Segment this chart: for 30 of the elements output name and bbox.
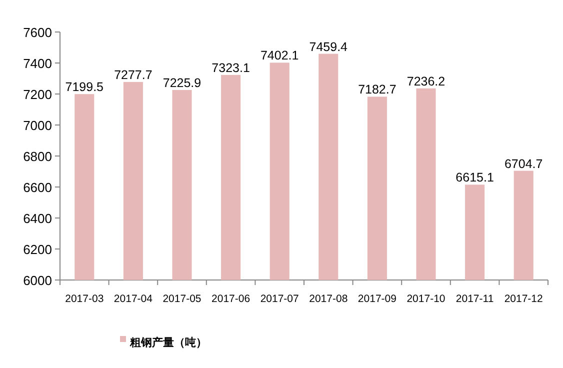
y-tick-label: 6400 [23,211,52,226]
y-tick-label: 7200 [23,87,52,102]
data-label: 6704.7 [504,156,543,171]
data-label: 7459.4 [309,40,348,54]
y-tick-label: 7000 [23,118,52,133]
x-tick-label: 2017-05 [162,293,202,305]
x-tick-label: 2017-06 [212,293,250,305]
data-label: 7199.5 [65,80,104,94]
data-label: 6615.1 [456,170,494,185]
x-tick-label: 2017-04 [114,293,153,305]
data-label: 7236.2 [406,74,446,88]
y-tick-label: 6200 [23,242,52,257]
data-label: 7402.1 [260,48,299,63]
x-tick-label: 2017-10 [406,293,446,305]
data-label: 7182.7 [358,82,396,97]
data-label: 7277.7 [114,68,152,82]
y-tick-label: 6600 [23,180,52,195]
y-tick-label: 7400 [23,56,52,71]
y-tick-label: 7600 [23,25,52,40]
y-tick-label: 6800 [23,149,52,164]
x-tick-label: 2017-11 [456,293,494,305]
y-tick-label: 6000 [23,273,52,288]
legend-label: 粗钢产量（吨） [129,336,207,349]
x-tick-label: 2017-03 [65,293,104,305]
x-tick-label: 2017-07 [260,293,300,305]
x-tick-label: 2017-08 [309,293,348,305]
data-label: 7225.9 [162,76,202,90]
x-tick-label: 2017-12 [504,293,544,305]
x-tick-label: 2017-09 [358,293,397,305]
data-label: 7323.1 [212,60,250,75]
